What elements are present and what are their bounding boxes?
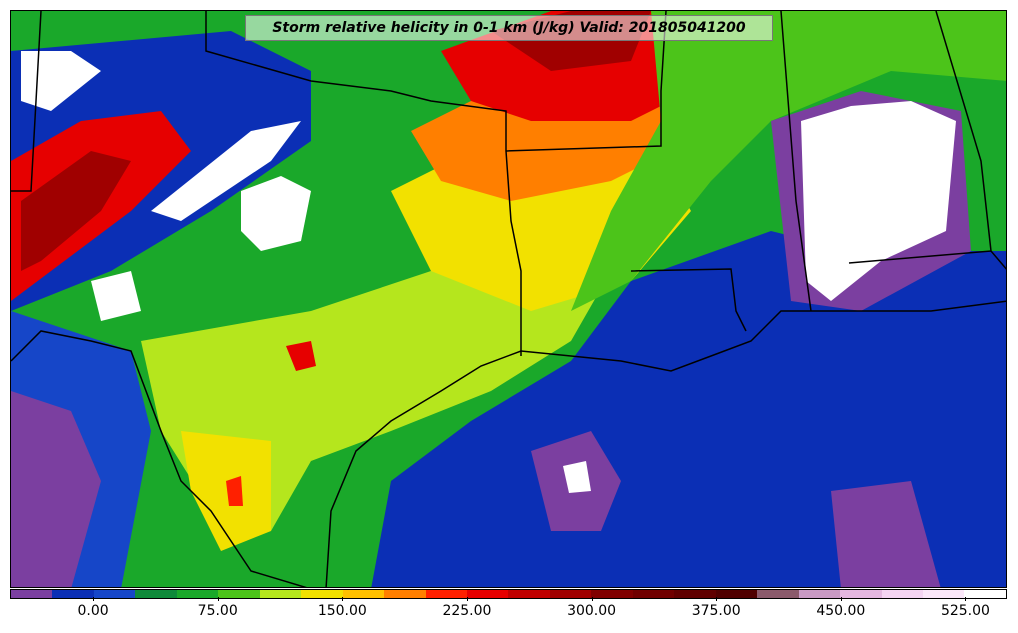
nw-white-nodata-2 [241,176,311,251]
colorbar-segment [11,590,53,598]
colorbar-segment [632,590,675,598]
colorbar-segment [881,590,923,598]
colorbar-segment [384,590,426,598]
border-mexico [11,330,307,587]
nw-white-nodata-4 [91,271,141,321]
colorbar-segment [798,590,841,598]
colorbar-tick-label: 0.00 [58,597,128,619]
colorbar-tick-label: 525.00 [930,597,1000,619]
colorbar-segment [549,590,592,598]
colorbar-segment [425,590,467,598]
east-ygreen-zone [571,11,1006,311]
state-border-ar-la [505,11,667,152]
colorbar-segment [508,590,550,598]
nw-darkred-band [21,151,131,271]
central-yellow-zone [181,431,271,551]
colorbar-segment [840,590,882,598]
colorbar-segment [342,590,385,598]
colorbar-segment [301,590,343,598]
colorbar-segment [93,590,136,598]
state-border-la-ms [630,268,747,332]
state-border-ms-al [780,11,812,312]
colorbar-tick-label: 150.00 [307,597,377,619]
state-border-ga [935,11,992,252]
map-area [10,10,1007,588]
local-red-spot-1 [286,341,316,371]
colorbar-segment [591,590,633,598]
gulf-white-patch [563,461,591,493]
colorbar-tick-label: 450.00 [806,597,876,619]
colorbar-segment [176,590,219,598]
colorbar-segment [757,590,799,598]
state-border-tx-la [505,150,522,356]
state-border-nm [11,11,42,192]
colorbar-ticks: 0.00 75.00 150.00 225.00 300.00 375.00 450.00 5… [10,597,1007,627]
colorbar-segment [922,590,965,598]
colorbar-segment [259,590,302,598]
colorbar-segment [218,590,260,598]
colorbar-tick-label: 375.00 [681,597,751,619]
colorbar-tick-label: 225.00 [432,597,502,619]
colorbar-segment [674,590,716,598]
colorbar-tick-label: 300.00 [557,597,627,619]
gulf-coastline [325,300,1006,587]
nw-white-nodata-1 [151,121,301,221]
colorbar-segment [52,590,94,598]
state-border-tx-ok [205,11,507,151]
colorbar-segment [135,590,177,598]
map-title: Storm relative helicity in 0-1 km (J/kg)… [245,15,773,41]
colorbar [10,589,1007,599]
local-red-spot-2 [226,476,243,506]
west-purple-zone [11,391,101,587]
nw-white-nodata-3 [21,51,101,111]
se-purple-patch [831,481,941,587]
colorbar-segment [466,590,509,598]
east-white-nodata [801,101,956,301]
helicity-map [11,11,1006,587]
colorbar-tick-label: 75.00 [183,597,253,619]
colorbar-segment [715,590,758,598]
colorbar-segment [964,590,1006,598]
